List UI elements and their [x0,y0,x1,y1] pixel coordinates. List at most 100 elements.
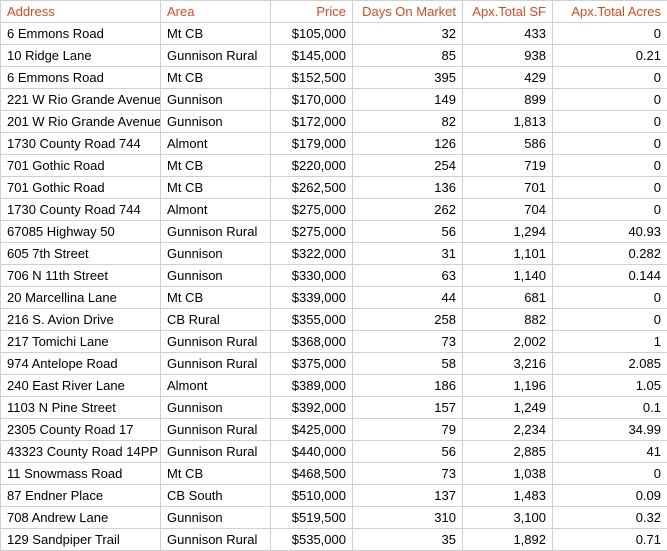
col-address: Address [1,1,161,23]
cell-area: Gunnison [161,507,271,529]
table-row: 43323 County Road 14PPGunnison Rural$440… [1,441,667,463]
cell-days: 262 [353,199,463,221]
cell-acres: 0 [553,23,667,45]
cell-address: 87 Endner Place [1,485,161,507]
cell-address: 20 Marcellina Lane [1,287,161,309]
cell-sf: 1,196 [463,375,553,397]
table-row: 10 Ridge LaneGunnison Rural$145,00085938… [1,45,667,67]
cell-area: Mt CB [161,463,271,485]
cell-sf: 3,100 [463,507,553,529]
cell-acres: 2.085 [553,353,667,375]
cell-days: 186 [353,375,463,397]
table-row: 2305 County Road 17Gunnison Rural$425,00… [1,419,667,441]
cell-area: Gunnison Rural [161,45,271,67]
cell-price: $535,000 [271,529,353,551]
cell-sf: 429 [463,67,553,89]
cell-sf: 681 [463,287,553,309]
cell-price: $389,000 [271,375,353,397]
cell-address: 129 Sandpiper Trail [1,529,161,551]
cell-price: $330,000 [271,265,353,287]
cell-days: 82 [353,111,463,133]
cell-sf: 882 [463,309,553,331]
cell-price: $179,000 [271,133,353,155]
cell-price: $519,500 [271,507,353,529]
cell-price: $375,000 [271,353,353,375]
cell-area: Mt CB [161,177,271,199]
cell-sf: 1,813 [463,111,553,133]
cell-area: Gunnison [161,89,271,111]
table-row: 217 Tomichi LaneGunnison Rural$368,00073… [1,331,667,353]
cell-days: 35 [353,529,463,551]
cell-price: $440,000 [271,441,353,463]
cell-acres: 0 [553,177,667,199]
property-table: Address Area Price Days On Market Apx.To… [0,0,667,551]
cell-sf: 2,234 [463,419,553,441]
cell-sf: 1,294 [463,221,553,243]
cell-days: 32 [353,23,463,45]
cell-address: 6 Emmons Road [1,67,161,89]
cell-area: CB Rural [161,309,271,331]
cell-area: Gunnison [161,111,271,133]
cell-address: 701 Gothic Road [1,155,161,177]
cell-area: Mt CB [161,67,271,89]
cell-acres: 40.93 [553,221,667,243]
cell-days: 44 [353,287,463,309]
cell-sf: 1,101 [463,243,553,265]
cell-sf: 2,002 [463,331,553,353]
cell-address: 706 N 11th Street [1,265,161,287]
cell-area: Gunnison Rural [161,529,271,551]
cell-price: $368,000 [271,331,353,353]
table-row: 67085 Highway 50Gunnison Rural$275,00056… [1,221,667,243]
cell-address: 1730 County Road 744 [1,199,161,221]
cell-sf: 938 [463,45,553,67]
cell-days: 63 [353,265,463,287]
col-days: Days On Market [353,1,463,23]
table-row: 708 Andrew LaneGunnison$519,5003103,1000… [1,507,667,529]
cell-days: 85 [353,45,463,67]
cell-area: Almont [161,133,271,155]
header-row: Address Area Price Days On Market Apx.To… [1,1,667,23]
cell-price: $152,500 [271,67,353,89]
cell-area: Gunnison [161,243,271,265]
cell-acres: 0 [553,67,667,89]
table-row: 201 W Rio Grande AvenueGunnison$172,0008… [1,111,667,133]
cell-price: $425,000 [271,419,353,441]
cell-area: Mt CB [161,23,271,45]
cell-days: 395 [353,67,463,89]
cell-area: CB South [161,485,271,507]
cell-days: 79 [353,419,463,441]
cell-address: 1103 N Pine Street [1,397,161,419]
cell-area: Gunnison Rural [161,221,271,243]
cell-acres: 1.05 [553,375,667,397]
cell-address: 67085 Highway 50 [1,221,161,243]
cell-days: 73 [353,463,463,485]
cell-days: 137 [353,485,463,507]
cell-area: Almont [161,375,271,397]
cell-address: 201 W Rio Grande Avenue [1,111,161,133]
cell-days: 58 [353,353,463,375]
cell-sf: 1,249 [463,397,553,419]
cell-acres: 0 [553,89,667,111]
table-row: 1730 County Road 744Almont$179,000126586… [1,133,667,155]
cell-sf: 1,038 [463,463,553,485]
cell-price: $468,500 [271,463,353,485]
cell-days: 56 [353,221,463,243]
cell-address: 10 Ridge Lane [1,45,161,67]
cell-acres: 0 [553,155,667,177]
col-sf: Apx.Total SF [463,1,553,23]
cell-sf: 433 [463,23,553,45]
table-row: 87 Endner PlaceCB South$510,0001371,4830… [1,485,667,507]
cell-price: $510,000 [271,485,353,507]
col-acres: Apx.Total Acres [553,1,667,23]
cell-address: 708 Andrew Lane [1,507,161,529]
cell-address: 43323 County Road 14PP [1,441,161,463]
col-area: Area [161,1,271,23]
cell-acres: 41 [553,441,667,463]
cell-area: Almont [161,199,271,221]
table-row: 701 Gothic RoadMt CB$262,5001367010 [1,177,667,199]
cell-days: 310 [353,507,463,529]
cell-sf: 899 [463,89,553,111]
cell-address: 974 Antelope Road [1,353,161,375]
cell-price: $172,000 [271,111,353,133]
table-row: 605 7th StreetGunnison$322,000311,1010.2… [1,243,667,265]
